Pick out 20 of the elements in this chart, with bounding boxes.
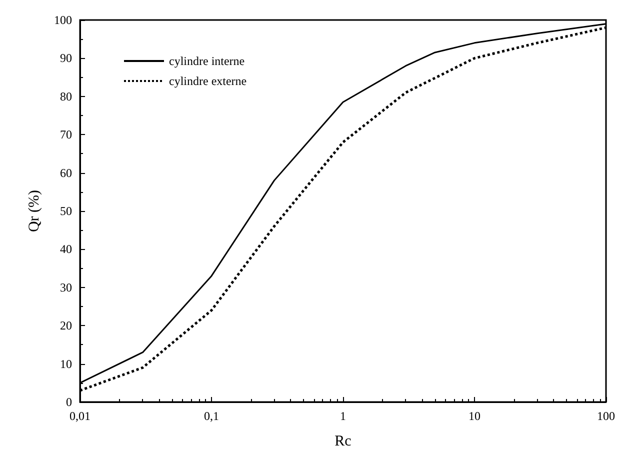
x-tick-label: 1 — [340, 409, 346, 423]
x-axis-title: Rc — [334, 434, 352, 450]
y-tick-label: 100 — [54, 13, 72, 27]
y-tick-label: 70 — [60, 128, 72, 142]
legend-label: cylindre interne — [169, 54, 245, 68]
x-tick-label: 10 — [468, 409, 480, 423]
y-tick-label: 30 — [60, 280, 72, 294]
x-tick-label: 100 — [597, 409, 615, 423]
y-tick-label: 40 — [60, 242, 72, 256]
y-tick-label: 50 — [60, 204, 72, 218]
y-tick-label: 80 — [60, 89, 72, 104]
x-tick-label: 0,1 — [204, 409, 219, 423]
y-tick-label: 20 — [60, 318, 72, 333]
y-axis-title: Qr (%) — [26, 190, 42, 232]
y-tick-label: 90 — [60, 51, 72, 66]
legend-label: cylindre externe — [169, 74, 247, 88]
y-tick-label: 10 — [60, 356, 72, 371]
x-tick-label: 0,01 — [70, 409, 90, 423]
y-tick-label: 60 — [60, 166, 72, 180]
y-tick-label: 0 — [66, 395, 72, 409]
